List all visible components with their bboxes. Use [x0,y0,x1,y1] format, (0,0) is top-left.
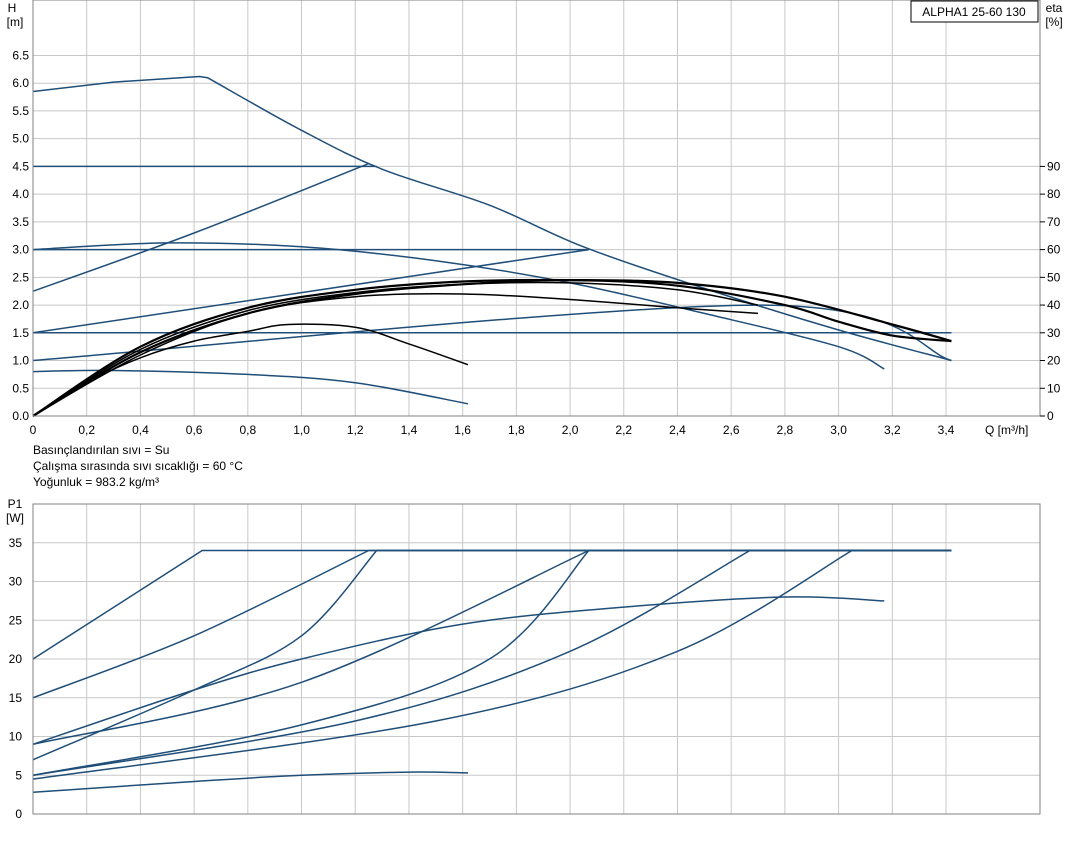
head-curve [32,162,369,292]
q-tick-label: 0,8 [239,423,256,437]
head-curve [32,304,952,362]
q-tick-label: 2,0 [562,423,579,437]
head-curve [32,242,885,370]
p1-tick-label: 5 [15,768,22,782]
h-tick-label: 1.0 [12,354,29,368]
q-tick-label: 1,4 [401,423,418,437]
top-chart-tick-labels: 0 0,2 0,4 0,6 0,8 1,0 1,2 1,4 1,6 1,8 2,0 2,2 2,4 2,6… [12,48,1060,437]
head-curve [32,369,469,405]
top-chart-grid [33,0,1040,416]
eta-tick-label: 30 [1047,326,1061,340]
eta-tick-label: 70 [1047,215,1061,229]
power-curve [32,549,952,699]
product-label-box [910,0,1039,23]
q-tick-label: 3,4 [938,423,955,437]
h-tick-label: 6.5 [12,48,29,62]
efficiency-curve [32,278,952,417]
q-tick-label: 2,8 [777,423,794,437]
q-tick-label: 1,8 [508,423,525,437]
eta-tick-label: 90 [1047,159,1061,173]
h-tick-label: 0.5 [12,381,29,395]
eta-tick-label: 20 [1047,354,1061,368]
power-curve [32,549,952,660]
bottom-chart-curves [32,549,952,794]
q-tick-label: 2,4 [669,423,686,437]
p1-tick-label: 15 [9,691,23,705]
q-tick-label: 0,6 [186,423,203,437]
q-tick-label: 0,2 [78,423,95,437]
eta-tick-label: 60 [1047,243,1061,257]
bottom-chart-grid [33,504,1040,814]
q-tick-label: 0,4 [132,423,149,437]
p1-axis-unit: [W] [6,511,24,525]
fluid-info-line-2: Çalışma sırasında sıvı sıcaklığı = 60 °C [33,459,243,473]
power-curve [32,549,952,746]
q-tick-label: 1,2 [347,423,364,437]
h-tick-label: 5.0 [12,132,29,146]
p1-tick-label: 30 [9,575,23,589]
h-axis-unit: [m] [7,15,24,29]
power-curve [32,549,952,780]
p1-tick-label: 10 [9,730,23,744]
top-chart-frame [32,0,1041,417]
eta-axis-label: eta [1046,1,1063,15]
h-tick-label: 4.5 [12,159,29,173]
q-tick-label: 0 [30,423,37,437]
bottom-chart-tick-labels: 0 5 10 15 20 25 30 35 [9,536,23,821]
q-tick-label: 2,6 [723,423,740,437]
eta-tick-label: 40 [1047,298,1061,312]
h-axis-label: H [8,1,17,15]
q-axis-label: Q [m³/h] [985,423,1028,437]
head-curve [32,75,952,362]
h-tick-label: 4.0 [12,187,29,201]
h-tick-label: 3.0 [12,243,29,257]
h-tick-label: 1.5 [12,326,29,340]
efficiency-curve [32,293,759,417]
eta-tick-label: 50 [1047,270,1061,284]
eta-tick-label: 10 [1047,381,1061,395]
bottom-chart-frame [32,503,1041,815]
h-tick-label: 6.0 [12,76,29,90]
eta-tick-label: 80 [1047,187,1061,201]
power-curve [32,549,952,777]
eta-tick-label: 0 [1047,409,1054,423]
p1-tick-label: 25 [9,613,23,627]
power-curve [32,549,952,777]
p1-tick-label: 35 [9,536,23,550]
efficiency-curve [32,281,759,417]
fluid-info-line-1: Basınçlandırılan sıvı = Su [33,443,170,457]
q-tick-label: 3,2 [884,423,901,437]
h-tick-label: 3.5 [12,215,29,229]
h-tick-label: 2.5 [12,270,29,284]
power-curve [32,596,885,746]
product-label: ALPHA1 25-60 130 [922,5,1026,19]
q-tick-label: 3,0 [830,423,847,437]
eta-axis-unit: [%] [1045,15,1062,29]
p1-tick-label: 0 [15,807,22,821]
p1-tick-label: 20 [9,652,23,666]
h-tick-label: 2.0 [12,298,29,312]
head-curve [32,248,590,334]
q-tick-label: 1,6 [454,423,471,437]
fluid-info-line-3: Yoğunluk = 983.2 kg/m³ [33,475,159,489]
p1-axis-label: P1 [8,497,23,511]
q-tick-label: 2,2 [615,423,632,437]
h-tick-label: 0.0 [12,409,29,423]
power-curve [32,771,469,794]
top-chart-curves [32,75,952,417]
h-tick-label: 5.5 [12,104,29,118]
q-tick-label: 1,0 [293,423,310,437]
